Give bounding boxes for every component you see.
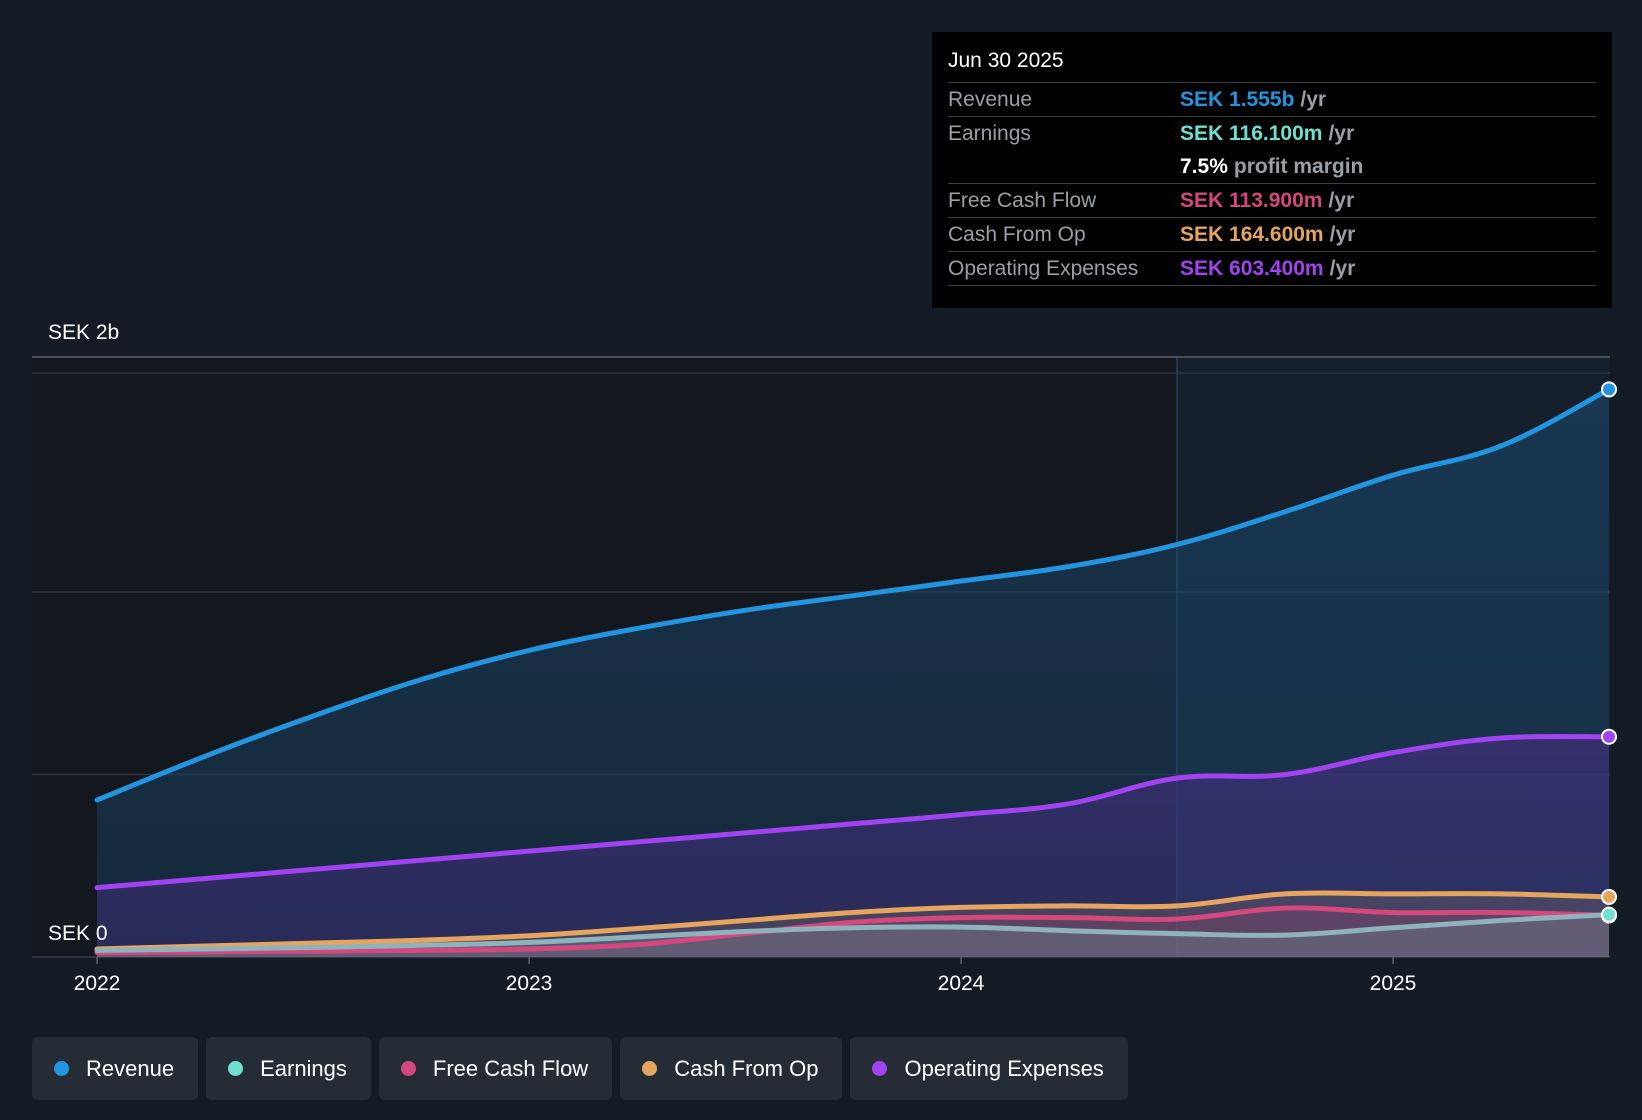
legend-dot-icon: [400, 1061, 416, 1076]
tooltip-label: Cash From Op: [948, 223, 1086, 246]
tooltip-row-profit-margin: 7.5% profit margin: [948, 150, 1596, 184]
legend-label: Free Cash Flow: [432, 1055, 589, 1081]
tooltip-date: Jun 30 2025: [948, 46, 1596, 83]
legend-dot-icon: [642, 1061, 658, 1076]
area-fcf: [97, 907, 1609, 957]
legend-label: Cash From Op: [674, 1055, 819, 1081]
legend-label: Revenue: [86, 1055, 175, 1081]
area-cfo: [97, 892, 1609, 957]
tooltip-unit: /yr: [1328, 122, 1355, 145]
x-tick-label: 2023: [506, 972, 553, 995]
endpoint-earnings: [1601, 906, 1617, 923]
tooltip-row-opex: Operating Expenses SEK 603.400m /yr: [948, 252, 1596, 286]
legend-label: Operating Expenses: [904, 1055, 1104, 1081]
legend-item-cfo[interactable]: Cash From Op: [620, 1037, 843, 1100]
endpoint-opex: [1601, 728, 1617, 745]
tooltip-unit: /yr: [1329, 223, 1356, 246]
profit-margin-label: profit margin: [1233, 155, 1364, 178]
tooltip-unit: /yr: [1300, 88, 1327, 111]
tooltip-label: Revenue: [948, 88, 1033, 111]
tooltip-unit: /yr: [1329, 257, 1356, 280]
tooltip-value: SEK 603.400m: [1180, 257, 1324, 280]
x-tick-label: 2022: [74, 972, 121, 995]
tooltip-row-cfo: Cash From Op SEK 164.600m /yr: [948, 218, 1596, 252]
tooltip-label: Operating Expenses: [948, 257, 1139, 280]
tooltip-unit: /yr: [1328, 189, 1355, 212]
legend-dot-icon: [872, 1061, 888, 1076]
line-revenue: [94, 386, 1612, 803]
x-tick-label: 2025: [1370, 972, 1417, 995]
tooltip-value: SEK 164.600m: [1180, 223, 1324, 246]
legend-item-revenue[interactable]: Revenue: [32, 1037, 199, 1100]
line-earnings: [94, 912, 1612, 953]
legend-item-opex[interactable]: Operating Expenses: [850, 1037, 1128, 1100]
line-fcf: [94, 905, 1612, 956]
endpoint-cfo: [1601, 888, 1617, 905]
legend-label: Earnings: [260, 1055, 347, 1081]
legend-item-earnings[interactable]: Earnings: [206, 1037, 371, 1100]
y-axis-bottom-label: SEK 0: [48, 922, 108, 945]
line-cfo: [94, 890, 1612, 952]
tooltip-label: Free Cash Flow: [948, 189, 1097, 212]
tooltip-row-earnings: Earnings SEK 116.100m /yr: [948, 117, 1596, 150]
line-opex: [94, 733, 1612, 891]
tooltip-label: Earnings: [948, 122, 1031, 145]
x-tick-label: 2024: [938, 972, 985, 995]
tooltip-row-revenue: Revenue SEK 1.555b /yr: [948, 83, 1596, 117]
legend-dot-icon: [54, 1061, 69, 1076]
chart-legend: Revenue Earnings Free Cash Flow Cash Fro…: [32, 1037, 1128, 1100]
tooltip-panel: Jun 30 2025 Revenue SEK 1.555b /yr Earni…: [932, 32, 1612, 308]
legend-item-fcf[interactable]: Free Cash Flow: [378, 1037, 613, 1100]
endpoint-revenue: [1601, 381, 1617, 398]
profit-margin-value: 7.5%: [1180, 155, 1228, 178]
tooltip-value: SEK 116.100m: [1180, 122, 1323, 145]
tooltip-value: SEK 113.900m: [1180, 189, 1323, 212]
y-axis-top-label: SEK 2b: [48, 321, 119, 344]
legend-dot-icon: [228, 1061, 244, 1076]
tooltip-row-fcf: Free Cash Flow SEK 113.900m /yr: [948, 184, 1596, 218]
tooltip-value: SEK 1.555b: [1180, 88, 1295, 111]
